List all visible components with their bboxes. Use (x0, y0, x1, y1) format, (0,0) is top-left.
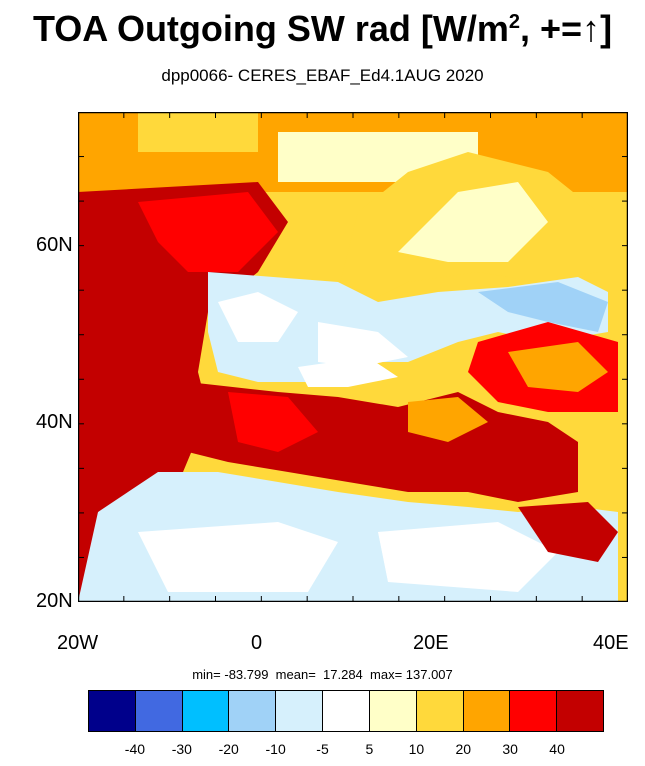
egypt-red-patch (518, 502, 618, 562)
colorbar-swatch-1 (135, 691, 183, 731)
colorbar-label: 20 (455, 741, 472, 757)
colorbar-label: -5 (316, 741, 329, 757)
x-label-20w: 20W (57, 632, 99, 654)
british-isles-patch (218, 292, 298, 342)
russia-patch (478, 282, 608, 332)
axis-ticks (78, 112, 628, 602)
x-label-0: 0 (251, 632, 263, 654)
central-europe-patch (318, 322, 408, 367)
map-svg (78, 112, 628, 602)
colorbar-label: 10 (408, 741, 425, 757)
colorbar-label: 40 (549, 741, 565, 757)
atlantic-red-patch (138, 192, 278, 272)
sahara-patch-2 (378, 522, 558, 592)
colorbar-label: -20 (218, 741, 239, 757)
colorbar-label: -10 (265, 741, 286, 757)
scandinavia-patch (398, 182, 548, 262)
map-frame (78, 112, 628, 602)
colorbar-swatch-3 (229, 691, 277, 731)
y-label-60n: 60N (36, 234, 73, 256)
map-border (78, 112, 628, 602)
colorbar-swatch-2 (182, 691, 230, 731)
x-label-40e: 40E (593, 632, 629, 654)
colorbar-label: -30 (171, 741, 192, 757)
y-label-40n: 40N (36, 411, 73, 433)
colorbar-label: -40 (124, 741, 146, 757)
colorbar-swatch-9 (510, 691, 558, 731)
x-label-20e: 20E (413, 632, 449, 654)
colorbar-swatch-6 (369, 691, 417, 731)
stats-line: min= -83.799 mean= 17.284 max= 137.007 (192, 667, 453, 682)
colorbar-swatch-8 (463, 691, 511, 731)
map-title: TOA Outgoing SW rad [W/m2, +=↑] (32, 8, 613, 49)
colorbar-swatch-7 (416, 691, 464, 731)
iberia-patch (228, 392, 318, 452)
arctic-patch (138, 112, 258, 152)
colorbar-swatch-5 (323, 691, 370, 731)
colorbar (88, 690, 604, 732)
sahara-patch (138, 522, 338, 592)
map-plot-area (78, 112, 628, 602)
balkans-patch (408, 397, 488, 442)
alps-region (298, 357, 398, 387)
eastern-europe-patch (508, 342, 608, 392)
colorbar-swatch-4 (276, 691, 324, 731)
colorbar-label: 5 (365, 741, 374, 757)
colorbar-swatch-0 (89, 691, 136, 731)
colorbar-swatch-10 (557, 691, 603, 731)
y-label-20n: 20N (36, 590, 73, 612)
colorbar-label: 30 (502, 741, 518, 757)
map-subtitle: dpp0066- CERES_EBAF_Ed4.1AUG 2020 (161, 66, 484, 85)
canary-red-patch (78, 412, 118, 532)
